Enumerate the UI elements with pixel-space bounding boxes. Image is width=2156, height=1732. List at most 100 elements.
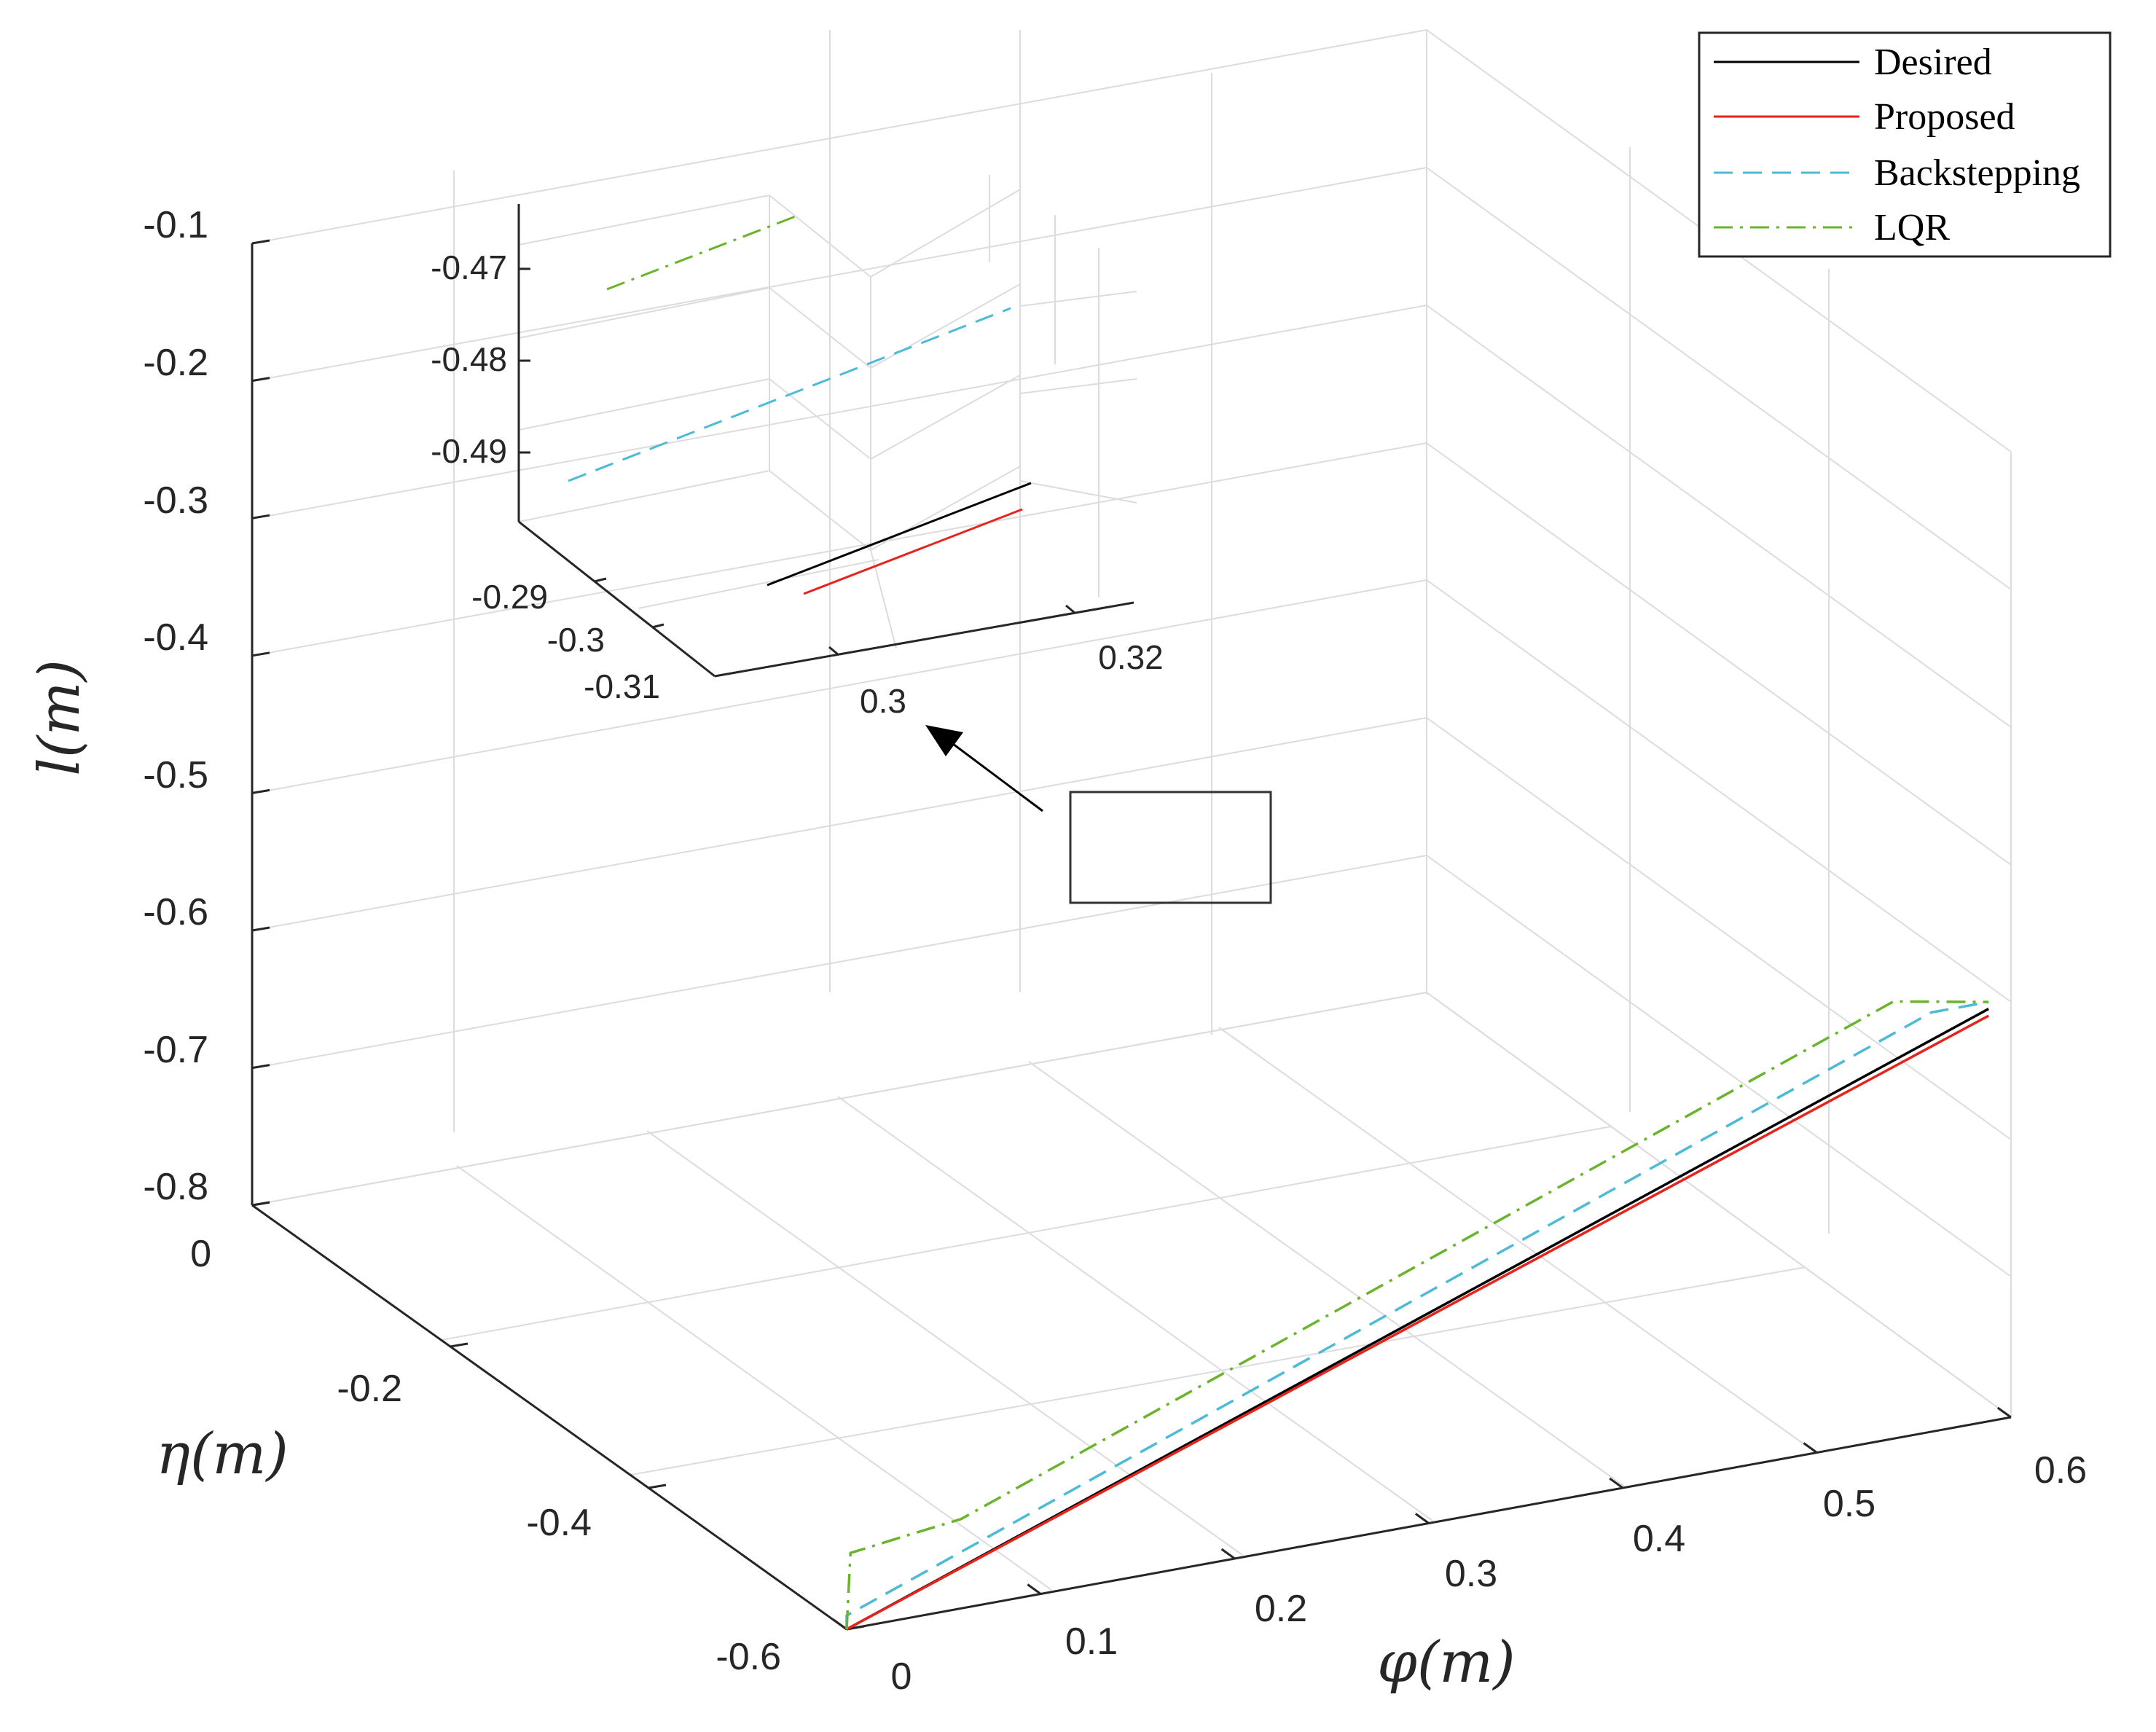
inset-grid-line <box>1019 480 1137 503</box>
legend-label-lqr: LQR <box>1874 207 1950 248</box>
inset-grid-line <box>518 287 770 339</box>
grid-floor <box>251 992 1427 1206</box>
inset-grid-line <box>769 470 871 551</box>
tick-mark <box>251 1201 270 1207</box>
grid-floor <box>837 1096 1433 1521</box>
tick-mark <box>1996 1406 2012 1419</box>
inset-grid-line <box>1019 291 1137 307</box>
inset-grid-line <box>870 375 1021 460</box>
series-line-proposed <box>846 1014 1990 1631</box>
phi-tick-label: 0 <box>891 1655 912 1698</box>
inset-grid-line <box>518 378 770 431</box>
inset-x-axis <box>714 601 1134 678</box>
inset-plot: -0.47 -0.48 -0.49 -0.29 -0.3 -0.31 0.3 0… <box>431 175 1164 720</box>
inset-x-tick-label: 0.32 <box>1098 638 1164 676</box>
legend: Desired Proposed Backstepping LQR <box>1698 31 2112 258</box>
grid-floor <box>630 1266 1806 1476</box>
inset-line-desired <box>767 482 1032 587</box>
grid-floor <box>1218 1027 1815 1452</box>
tick-mark <box>1415 1513 1430 1524</box>
inset-y-tick-label: -0.31 <box>584 667 660 705</box>
inset-line-lqr <box>606 213 800 291</box>
inset-grid-line <box>518 195 770 246</box>
inset-grid-line <box>769 287 871 369</box>
inset-y-tick-label: -0.3 <box>547 621 605 659</box>
z-tick-label: -0.3 <box>143 479 208 522</box>
grid-back-h <box>1426 167 2012 590</box>
phi-tick-label: 0.3 <box>1445 1553 1497 1595</box>
tick-mark <box>251 514 270 520</box>
grid-left-h <box>251 167 1427 382</box>
grid-left-h <box>251 717 1427 931</box>
grid-floor <box>646 1130 1243 1556</box>
inset-tick-mark <box>1065 604 1075 614</box>
phi-tick-labels: 0 0.1 0.2 0.3 0.4 0.5 0.6 <box>891 1449 2088 1698</box>
inset-line-proposed <box>803 508 1023 595</box>
inset-grid <box>518 175 1137 656</box>
z-tick-label: -0.8 <box>143 1166 208 1208</box>
grid-back-h <box>1426 305 2012 728</box>
tick-mark <box>251 239 270 245</box>
inset-z-tick-label: -0.49 <box>431 432 507 470</box>
z-tick-label: -0.5 <box>143 754 208 796</box>
grid-back-h <box>1426 855 2012 1277</box>
grid-left-h <box>251 305 1427 520</box>
tick-mark <box>1609 1477 1624 1489</box>
inset-y-tick-label: -0.29 <box>471 578 548 616</box>
tick-mark <box>251 788 270 794</box>
z-tick-label: -0.2 <box>143 342 208 384</box>
inset-grid-line <box>1019 378 1137 394</box>
z-tick-labels: -0.1 -0.2 -0.3 -0.4 -0.5 -0.6 -0.7 -0.8 <box>143 204 208 1208</box>
inset-grid-line <box>638 559 879 609</box>
grid-left-h <box>251 579 1427 794</box>
inset-axes <box>517 204 1134 678</box>
tick-marks <box>251 239 2012 1631</box>
phi-tick-label: 0.6 <box>2034 1449 2087 1492</box>
z-axis-label: l(m) <box>27 659 93 776</box>
eta-axis-line <box>251 1204 847 1631</box>
phi-tick-label: 0.4 <box>1633 1518 1685 1560</box>
phi-axis-line <box>846 1416 2012 1631</box>
z-tick-label: -0.1 <box>143 204 208 246</box>
tick-mark <box>251 377 270 383</box>
grid-floor <box>456 1165 1052 1591</box>
inset-grid-line <box>870 189 1021 278</box>
inset-z-tick-label: -0.47 <box>431 248 507 286</box>
grid-back-h <box>1426 717 2012 1140</box>
eta-tick-label: 0 <box>190 1233 211 1275</box>
tick-mark <box>1803 1442 1818 1454</box>
grid-left-h <box>251 442 1427 657</box>
zoom-arrow-line <box>946 738 1043 812</box>
tick-mark <box>450 1342 469 1348</box>
inset-grid-line <box>870 283 1021 369</box>
axes <box>251 243 2012 1631</box>
inset-grid-line <box>518 470 770 522</box>
eta-tick-label: -0.6 <box>716 1636 781 1678</box>
grid-floor <box>1028 1061 1624 1486</box>
tick-mark <box>251 651 270 657</box>
phi-tick-label: 0.1 <box>1065 1621 1118 1663</box>
legend-label-backstepping: Backstepping <box>1874 152 2080 194</box>
grid-floor <box>1426 992 2012 1418</box>
zoom-box <box>1069 791 1272 904</box>
z-tick-label: -0.7 <box>143 1029 208 1071</box>
z-tick-label: -0.6 <box>143 891 208 933</box>
grid-back-h <box>1426 442 2012 866</box>
series-lines <box>845 1000 1990 1631</box>
inset-grid-line <box>769 378 871 460</box>
grid-floor <box>441 1126 1612 1341</box>
inset-grid-line <box>769 195 871 278</box>
inset-line-backstepping <box>568 307 1011 482</box>
legend-label-desired: Desired <box>1874 42 1992 83</box>
grid-left-h <box>251 855 1427 1069</box>
phi-axis-label: φ(m) <box>1377 1630 1515 1696</box>
tick-mark <box>833 1618 847 1631</box>
tick-mark <box>648 1484 667 1489</box>
series-line-lqr <box>845 1000 1989 1630</box>
eta-axis-label: η(m) <box>156 1422 289 1487</box>
legend-label-proposed: Proposed <box>1874 96 2015 138</box>
eta-tick-labels: 0 -0.2 -0.4 -0.6 <box>190 1233 781 1678</box>
tick-mark <box>251 926 270 932</box>
inset-x-tick-label: 0.3 <box>860 682 906 720</box>
